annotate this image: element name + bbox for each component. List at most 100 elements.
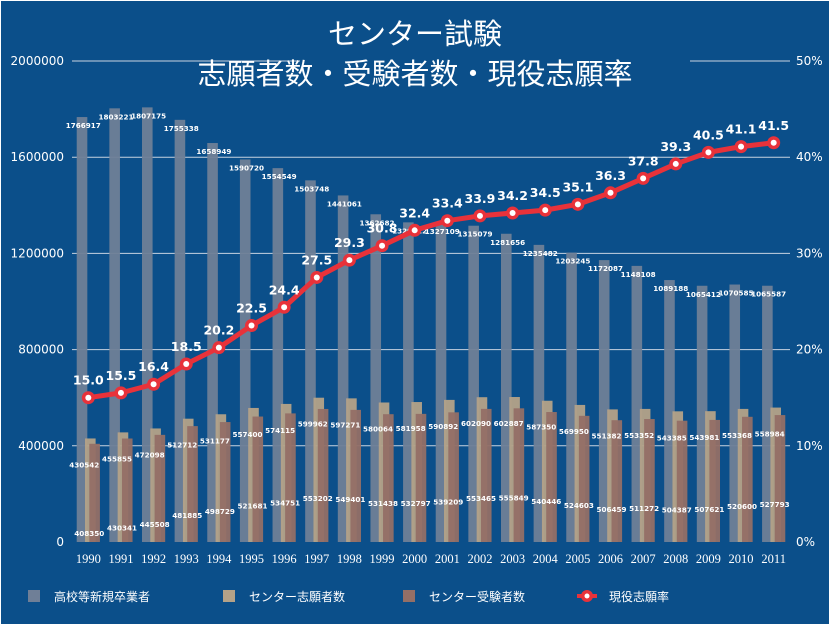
bar-label-applicants: 455855 <box>102 454 132 463</box>
bar-examinees <box>644 419 655 542</box>
y-left-tick-label: 1200000 <box>11 246 64 260</box>
bar-examinees <box>709 419 721 542</box>
bar-label-examinees: 531438 <box>368 499 398 508</box>
bar-examinees <box>89 443 100 542</box>
rate-data-label: 33.9 <box>465 191 496 206</box>
bar-examinees <box>448 412 459 542</box>
rate-data-label: 24.4 <box>269 282 300 297</box>
x-tick-label: 2006 <box>598 552 623 566</box>
bar-graduates <box>762 285 773 542</box>
bar-label-examinees: 521681 <box>237 502 267 511</box>
bar-label-applicants: 430542 <box>69 460 99 469</box>
x-tick-label: 2009 <box>696 552 721 566</box>
bar-examinees <box>676 420 688 542</box>
bar-label-graduates: 1658949 <box>196 147 231 156</box>
bar-examinees <box>252 416 264 542</box>
bar-examinees <box>121 438 133 542</box>
rate-data-label: 33.4 <box>432 196 463 211</box>
rate-data-label: 37.8 <box>628 153 659 168</box>
bar-label-graduates: 1281656 <box>490 238 525 247</box>
x-tick-label: 1990 <box>76 552 101 566</box>
bar-label-examinees: 540446 <box>531 497 561 506</box>
bar-graduates <box>207 143 218 542</box>
bar-label-applicants: 602887 <box>494 419 524 428</box>
rate-data-label: 15.0 <box>73 373 104 388</box>
bar-graduates <box>598 260 610 542</box>
bar-graduates <box>272 168 284 542</box>
bar-graduates <box>468 225 479 542</box>
bar-graduates <box>664 280 675 542</box>
bar-graduates <box>337 195 349 542</box>
rate-point <box>117 389 124 396</box>
bar-label-examinees: 445508 <box>140 520 170 529</box>
bar-label-examinees: 539209 <box>433 497 463 506</box>
bar-label-examinees: 504387 <box>662 506 692 515</box>
y-right-tick-label: 10% <box>796 439 823 453</box>
rate-data-label: 39.3 <box>660 139 691 154</box>
bar-label-graduates: 1148108 <box>621 270 656 279</box>
bar-label-examinees: 553202 <box>303 494 333 503</box>
y-right-tick-label: 20% <box>796 343 823 357</box>
x-tick-label: 2004 <box>533 552 559 566</box>
x-tick-label: 2000 <box>402 552 427 566</box>
x-tick-label: 2007 <box>631 552 656 566</box>
x-tick-label: 1995 <box>239 552 264 566</box>
bar-label-graduates: 1807175 <box>131 111 166 120</box>
legend-swatch <box>223 590 235 602</box>
bar-label-applicants: 581958 <box>396 424 426 433</box>
bar-label-examinees: 481885 <box>172 511 202 520</box>
bar-examinees <box>350 409 362 542</box>
bar-graduates <box>500 233 512 543</box>
x-tick-label: 1997 <box>304 552 329 566</box>
bar-label-examinees: 520600 <box>727 502 757 511</box>
rate-point <box>672 160 679 167</box>
rate-data-label: 32.4 <box>399 205 430 220</box>
rate-point <box>313 274 320 281</box>
x-tick-label: 2005 <box>565 552 590 566</box>
bar-label-graduates: 1065412 <box>686 290 721 299</box>
bar-series <box>76 107 786 543</box>
bar-label-examinees: 498729 <box>205 507 235 516</box>
y-right-tick-label: 0% <box>796 535 815 549</box>
bar-label-applicants: 543981 <box>689 433 719 442</box>
bar-examinees <box>317 408 329 542</box>
rate-point <box>444 217 451 224</box>
rate-data-label: 35.1 <box>562 179 593 194</box>
bar-graduates <box>435 222 447 542</box>
bar-graduates <box>696 285 708 542</box>
bar-label-applicants: 597271 <box>330 420 360 429</box>
x-tick-label: 2010 <box>729 552 754 566</box>
y-left-tick-label: 0 <box>56 535 64 549</box>
rate-data-label: 30.8 <box>367 221 398 236</box>
bar-graduates <box>631 265 643 542</box>
rate-point <box>509 209 516 216</box>
bar-label-graduates: 1766917 <box>66 121 101 130</box>
rate-data-label: 34.2 <box>497 188 528 203</box>
axes: 0 400000 800000 1200000 1600000 2000000 0% 10% 2… <box>11 54 823 566</box>
y-left-tick-label: 400000 <box>18 439 64 453</box>
bar-label-applicants: 512712 <box>167 441 197 450</box>
bar-label-applicants: 531177 <box>200 436 230 445</box>
legend-label: センター志願者数 <box>249 589 345 604</box>
bar-graduates <box>174 119 186 542</box>
bar-examinees <box>219 422 231 542</box>
bar-label-examinees: 524603 <box>564 501 594 510</box>
bar-label-graduates: 1203245 <box>555 257 590 266</box>
rate-point <box>150 381 157 388</box>
bar-graduates <box>370 214 382 543</box>
x-tick-label: 1998 <box>337 552 362 566</box>
x-tick-label: 1992 <box>141 552 166 566</box>
bar-label-applicants: 590892 <box>428 422 458 431</box>
bar-label-graduates: 1803221 <box>98 112 133 121</box>
bar-label-applicants: 587350 <box>526 423 556 432</box>
rate-point <box>215 344 222 351</box>
bar-label-graduates: 1362682 <box>360 218 395 227</box>
x-tick-label: 2008 <box>663 552 688 566</box>
rate-point <box>379 242 386 249</box>
legend-swatch <box>403 590 415 602</box>
x-tick-label: 1994 <box>206 552 232 566</box>
rate-data-label: 20.2 <box>203 323 234 338</box>
legend-label: 現役志願率 <box>609 589 669 604</box>
rate-point <box>476 212 483 219</box>
bar-label-graduates: 1554549 <box>262 172 297 181</box>
